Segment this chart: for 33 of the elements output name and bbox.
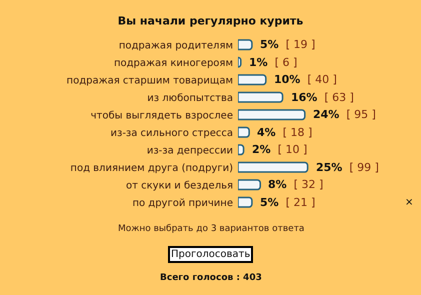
y-tick-label: из любопытства	[147, 92, 233, 104]
data-label: 2% [ 10 ]	[252, 143, 308, 156]
text: Всего голосов : 403	[160, 273, 262, 283]
y-tick-label: из-за депрессии	[146, 145, 233, 156]
data-label: 1% [ 6 ]	[249, 56, 298, 69]
data-label: 4% [ 18 ]	[257, 126, 312, 139]
y-tick-label: от скуки и безделья	[126, 180, 233, 192]
data-label: 24% [ 95 ]	[313, 108, 376, 121]
data-label: 10% [ 40 ]	[274, 73, 337, 86]
bar	[238, 126, 250, 138]
data-label: 5% [ 19 ]	[260, 38, 316, 51]
y-tick-label: подражая старшим товарищам	[66, 75, 233, 86]
y-tick-label: под влиянием друга (подруги)	[70, 162, 234, 174]
y-tick-label: чтобы выглядеть взрослее	[90, 110, 233, 122]
y-tick-label: подражая киногероям	[114, 58, 233, 69]
bar	[238, 39, 253, 50]
bar	[238, 92, 284, 103]
data-label: 16% [ 63 ]	[291, 91, 354, 104]
data-label: 25% [ 99 ]	[316, 161, 379, 174]
y-tick-label: подражая родителям	[118, 40, 233, 52]
text: Проголосовать	[171, 249, 250, 260]
bar	[238, 109, 306, 120]
text: ×	[405, 197, 414, 208]
bar	[238, 162, 308, 173]
text: Можно выбрать до 3 вариантов ответа	[118, 224, 304, 234]
data-label: 5% [ 21 ]	[260, 196, 316, 209]
bar	[238, 74, 267, 86]
bar	[238, 179, 262, 190]
y-tick-label: по другой причине	[132, 198, 233, 209]
bar	[238, 196, 253, 208]
chart-title: Вы начали регулярно курить	[118, 14, 304, 28]
data-label: 8% [ 32 ]	[268, 178, 324, 191]
y-tick-label: из-за сильного стресса	[110, 128, 233, 139]
